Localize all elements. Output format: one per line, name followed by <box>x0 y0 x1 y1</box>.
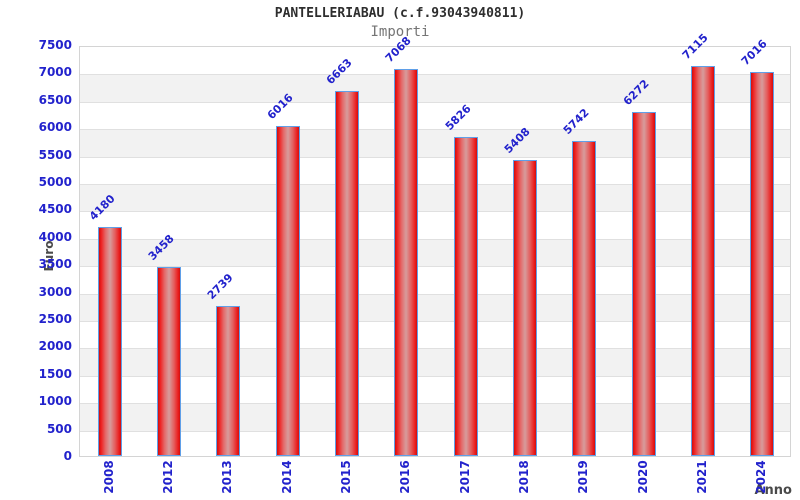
y-tick-label: 5500 <box>38 147 72 162</box>
bar <box>157 266 181 456</box>
bar <box>750 71 775 456</box>
y-tick-label: 7000 <box>38 65 72 80</box>
grid-band <box>80 184 790 212</box>
grid-band <box>80 348 790 376</box>
y-tick-label: 6000 <box>38 120 72 135</box>
grid-band <box>80 102 790 129</box>
x-axis-title: Anno <box>754 483 792 498</box>
bar <box>572 141 597 456</box>
bar <box>97 226 122 456</box>
y-tick-label: 3500 <box>38 257 72 272</box>
bar <box>335 90 359 456</box>
gridline <box>80 293 790 295</box>
bar <box>275 126 300 456</box>
y-tick-label: 4500 <box>38 202 72 217</box>
gridline <box>80 129 790 131</box>
grid-band <box>80 293 790 321</box>
y-tick-label: 5000 <box>38 175 72 189</box>
gridline <box>80 184 790 185</box>
y-tick-label: 2000 <box>38 339 72 354</box>
x-tick-label: 2017 <box>457 460 472 494</box>
x-tick-label: 2020 <box>635 460 650 494</box>
x-tick-label: 2014 <box>279 460 294 494</box>
gridline <box>80 211 790 213</box>
y-tick-label: 3000 <box>38 284 72 299</box>
y-tick-label: 0 <box>63 449 72 463</box>
gridline <box>80 430 790 432</box>
bar <box>216 305 241 456</box>
chart-plot-area: 4180 3458 2739 6016 6663 7068 5826 5408 5742 6272… <box>79 31 791 458</box>
x-tick-label: 2015 <box>339 460 353 494</box>
grid-band <box>80 266 790 293</box>
bar <box>453 136 478 456</box>
y-tick-label: 1500 <box>38 366 72 381</box>
x-tick-label: 2018 <box>517 460 531 494</box>
grid-band <box>80 431 790 458</box>
bar <box>394 68 419 456</box>
gridline <box>80 101 790 103</box>
x-tick-label: 2013 <box>220 460 235 494</box>
x-tick-label: 2016 <box>398 460 413 494</box>
x-tick-label: 2021 <box>695 460 709 494</box>
y-tick-label: 6500 <box>38 92 72 107</box>
x-tick-label: 2012 <box>161 460 175 494</box>
bar <box>513 159 537 456</box>
gridline <box>80 238 790 240</box>
bar <box>631 112 656 456</box>
x-tick-label: 2024 <box>754 460 769 494</box>
y-tick-label: 4000 <box>38 229 72 244</box>
grid-band <box>80 74 790 102</box>
y-tick-label: 7500 <box>38 38 72 52</box>
chart-subtitle: Importi <box>370 24 430 40</box>
grid-band <box>80 211 790 238</box>
grid-band <box>80 321 790 348</box>
grid-band <box>80 238 790 267</box>
gridline <box>80 348 790 350</box>
grid-band <box>80 376 790 403</box>
y-tick-label: 1000 <box>38 394 72 409</box>
bar <box>691 66 715 456</box>
gridline <box>80 375 790 377</box>
y-tick-label: 500 <box>46 421 72 436</box>
y-tick-label: 2500 <box>38 312 72 326</box>
x-tick-label: 2019 <box>576 460 591 494</box>
gridline <box>80 266 790 268</box>
x-tick-label: 2008 <box>101 460 116 494</box>
chart-title: PANTELLERIABAU (c.f.93043940811) <box>274 6 526 21</box>
gridline <box>80 156 790 158</box>
gridline <box>80 74 790 76</box>
grid-band <box>80 157 790 184</box>
gridline <box>80 321 790 322</box>
grid-band <box>80 403 790 431</box>
gridline <box>80 403 790 405</box>
grid-band <box>80 129 790 157</box>
